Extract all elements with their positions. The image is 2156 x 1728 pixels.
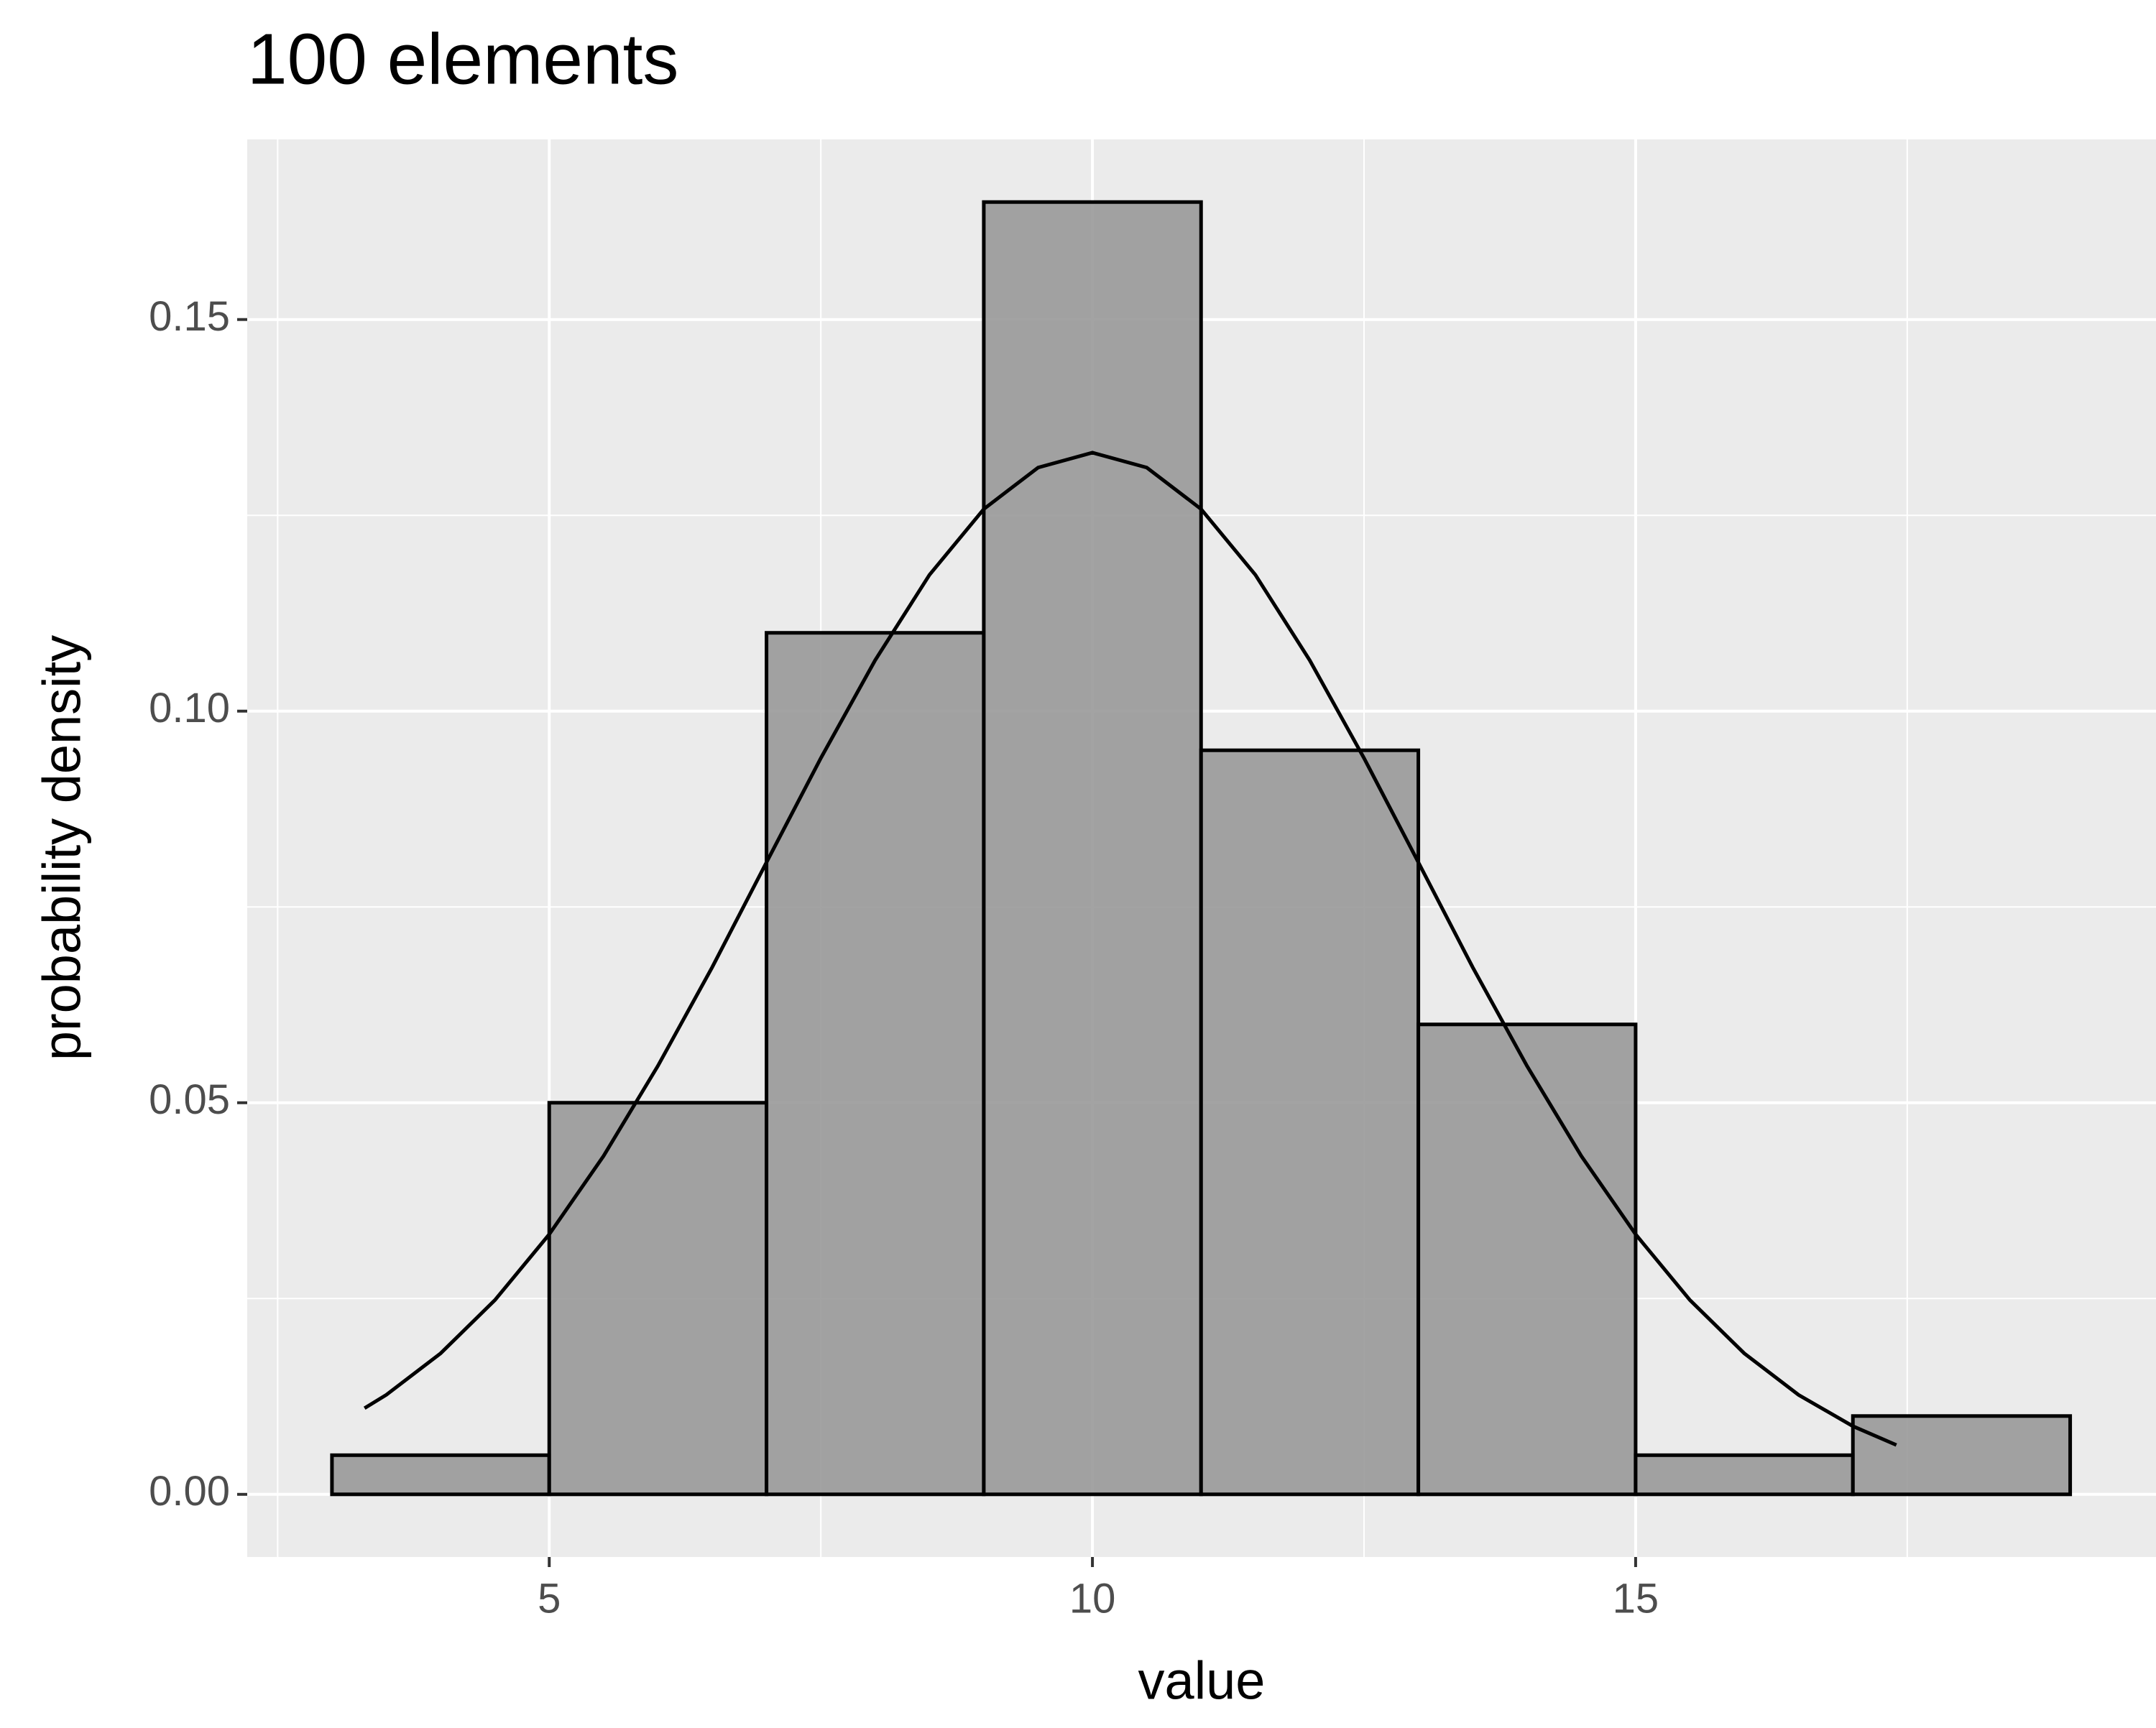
bar bbox=[1199, 748, 1421, 1497]
x-tick-label: 15 bbox=[1613, 1575, 1659, 1622]
bar bbox=[547, 1101, 769, 1497]
bar bbox=[765, 631, 986, 1497]
y-tick-label: 0.10 bbox=[149, 685, 230, 731]
bar bbox=[1851, 1414, 2073, 1497]
bar bbox=[982, 200, 1203, 1497]
bar bbox=[330, 1453, 551, 1497]
y-tick-label: 0.15 bbox=[149, 293, 230, 340]
y-tick-label: 0.00 bbox=[149, 1468, 230, 1515]
bar bbox=[1416, 1022, 1638, 1497]
x-tick-label: 5 bbox=[538, 1575, 561, 1622]
y-tick-label: 0.05 bbox=[149, 1076, 230, 1123]
x-tick-label: 10 bbox=[1069, 1575, 1116, 1622]
density-curve bbox=[363, 451, 1897, 1447]
x-axis-title: value bbox=[1138, 1651, 1266, 1711]
y-axis-title: probability density bbox=[32, 635, 92, 1061]
chart-title: 100 elements bbox=[247, 19, 678, 99]
bar bbox=[1634, 1453, 1855, 1497]
